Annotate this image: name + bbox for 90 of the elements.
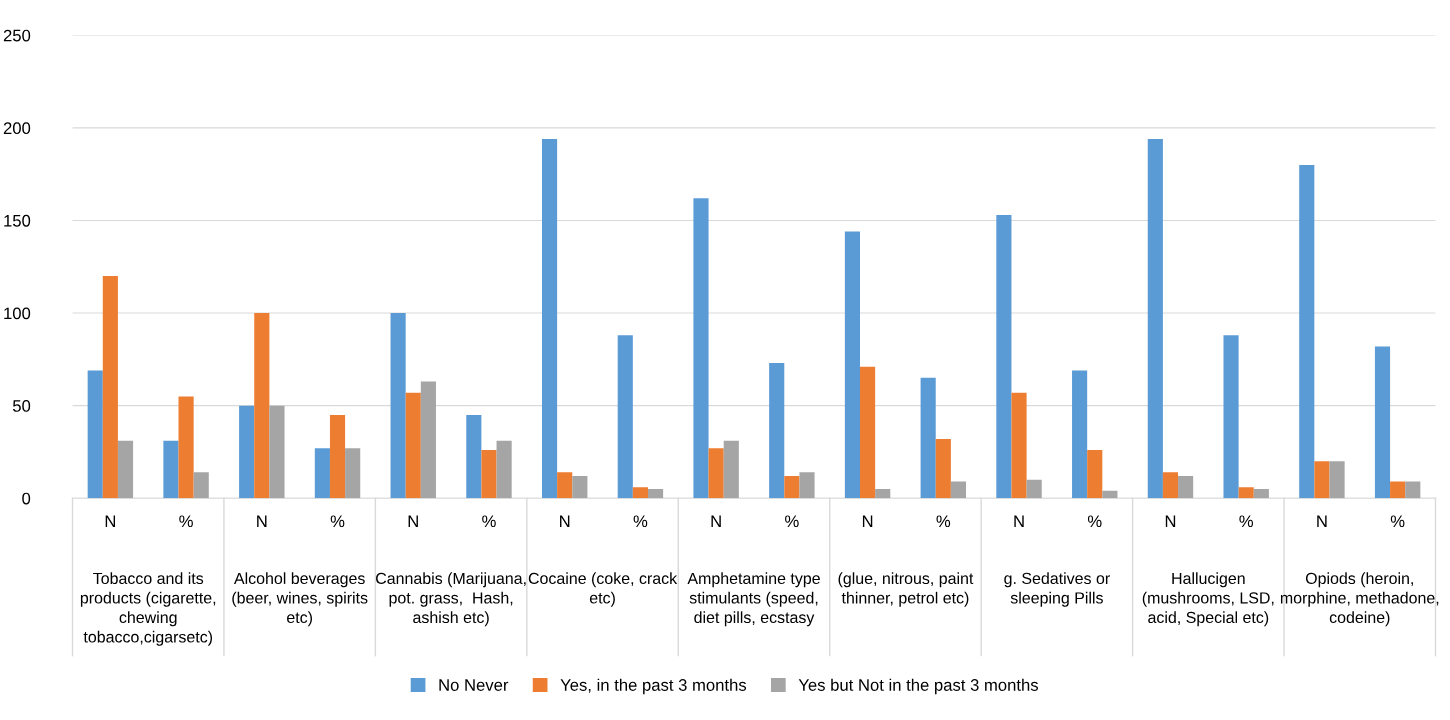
bar (1390, 481, 1406, 499)
bar (632, 487, 648, 499)
y-tick-label: 100 (4, 307, 31, 320)
bar (178, 396, 194, 499)
bar (329, 414, 346, 499)
bar (1329, 461, 1345, 499)
bar (875, 488, 891, 499)
x-tick-label: N (1317, 515, 1327, 527)
bar (1072, 370, 1088, 499)
bar (920, 377, 936, 499)
bar (996, 214, 1012, 499)
text: Alcohol beverages (beer, wines, spirits etc) (232, 572, 368, 627)
x-tick-label: % (1390, 515, 1405, 528)
bar (693, 198, 709, 499)
text: Opiods (heroin, morphine, methadone, codeine) (1280, 572, 1439, 627)
bar (617, 335, 633, 499)
x-tick-label: % (1239, 515, 1254, 528)
x-tick-label: % (482, 515, 496, 528)
x-tick-label: % (330, 515, 345, 528)
bar (1102, 490, 1118, 499)
bar (239, 405, 255, 499)
bar (1087, 450, 1103, 499)
bar (784, 476, 800, 499)
bar (1147, 138, 1163, 499)
text: Cocaine (coke, crack etc) (528, 572, 678, 607)
bar (481, 450, 497, 499)
x-tick-label: N (1014, 515, 1024, 527)
x-tick-label: N (105, 515, 116, 527)
x-tick-label: N (862, 515, 873, 527)
bar (844, 231, 861, 499)
bar (1162, 472, 1179, 499)
bar (496, 440, 512, 499)
bar (860, 366, 876, 499)
bar (541, 138, 558, 499)
text: Hallucigen (mushrooms, LSD, acid, Special etc) (1142, 572, 1274, 627)
bar (557, 472, 573, 499)
legend-label: Yes, in the past 3 months (560, 678, 747, 695)
bar (1405, 481, 1421, 499)
x-tick-label: N (560, 515, 570, 527)
text: Cannabis (Marijuana, pot. grass, Hash, ashish etc) (376, 572, 526, 627)
bar (1374, 346, 1391, 499)
x-tick-label: % (1087, 515, 1102, 528)
bar (390, 313, 406, 499)
x-tick-label: % (633, 515, 648, 528)
bar (769, 363, 785, 499)
bar (1253, 488, 1269, 499)
bar (420, 381, 436, 499)
bar (1299, 164, 1315, 499)
y-tick-label: 200 (3, 122, 31, 135)
bar (935, 438, 951, 499)
x-tick-label: N (1165, 515, 1176, 527)
bar (1314, 461, 1330, 499)
bar (466, 414, 482, 499)
x-tick-label: N (257, 515, 267, 527)
x-tick-label: % (785, 515, 799, 528)
bar (405, 392, 421, 499)
bar (87, 370, 103, 499)
bar (1238, 487, 1254, 499)
bar (1026, 479, 1042, 499)
bar (117, 440, 134, 499)
x-tick-label: N (711, 515, 721, 527)
y-tick-label: 50 (12, 400, 31, 412)
bar (254, 313, 270, 499)
bar (1178, 476, 1194, 499)
bar (723, 440, 739, 499)
bar (345, 448, 361, 499)
text: Tobacco and its products (cigarette, chewing tobacco,cigarsetc) (80, 572, 216, 646)
text: (glue, nitrous, paint thinner, petrol etc) (838, 572, 974, 607)
bar (572, 476, 588, 499)
text: g. Sedatives or sleeping Pills (1004, 572, 1110, 607)
y-tick-label: 150 (4, 214, 31, 227)
bar (269, 405, 285, 499)
x-tick-label: N (408, 515, 418, 527)
bar (708, 448, 724, 499)
x-tick-label: % (179, 515, 193, 528)
y-tick-label: 0 (22, 492, 31, 505)
bar (163, 440, 179, 499)
bar (193, 472, 209, 499)
bar (1011, 392, 1027, 499)
bar (102, 276, 118, 499)
bar (647, 488, 664, 499)
bar (950, 481, 967, 499)
bar (1223, 335, 1239, 499)
text: Amphetamine type stimulants (speed, diet pills, ecstasy (687, 572, 820, 627)
x-tick-label: % (936, 515, 951, 528)
legend-label: No Never (439, 679, 509, 691)
legend-label: Yes but Not in the past 3 months (798, 678, 1039, 695)
y-tick-label: 250 (3, 29, 31, 42)
bar (314, 448, 330, 499)
bar (799, 472, 815, 499)
